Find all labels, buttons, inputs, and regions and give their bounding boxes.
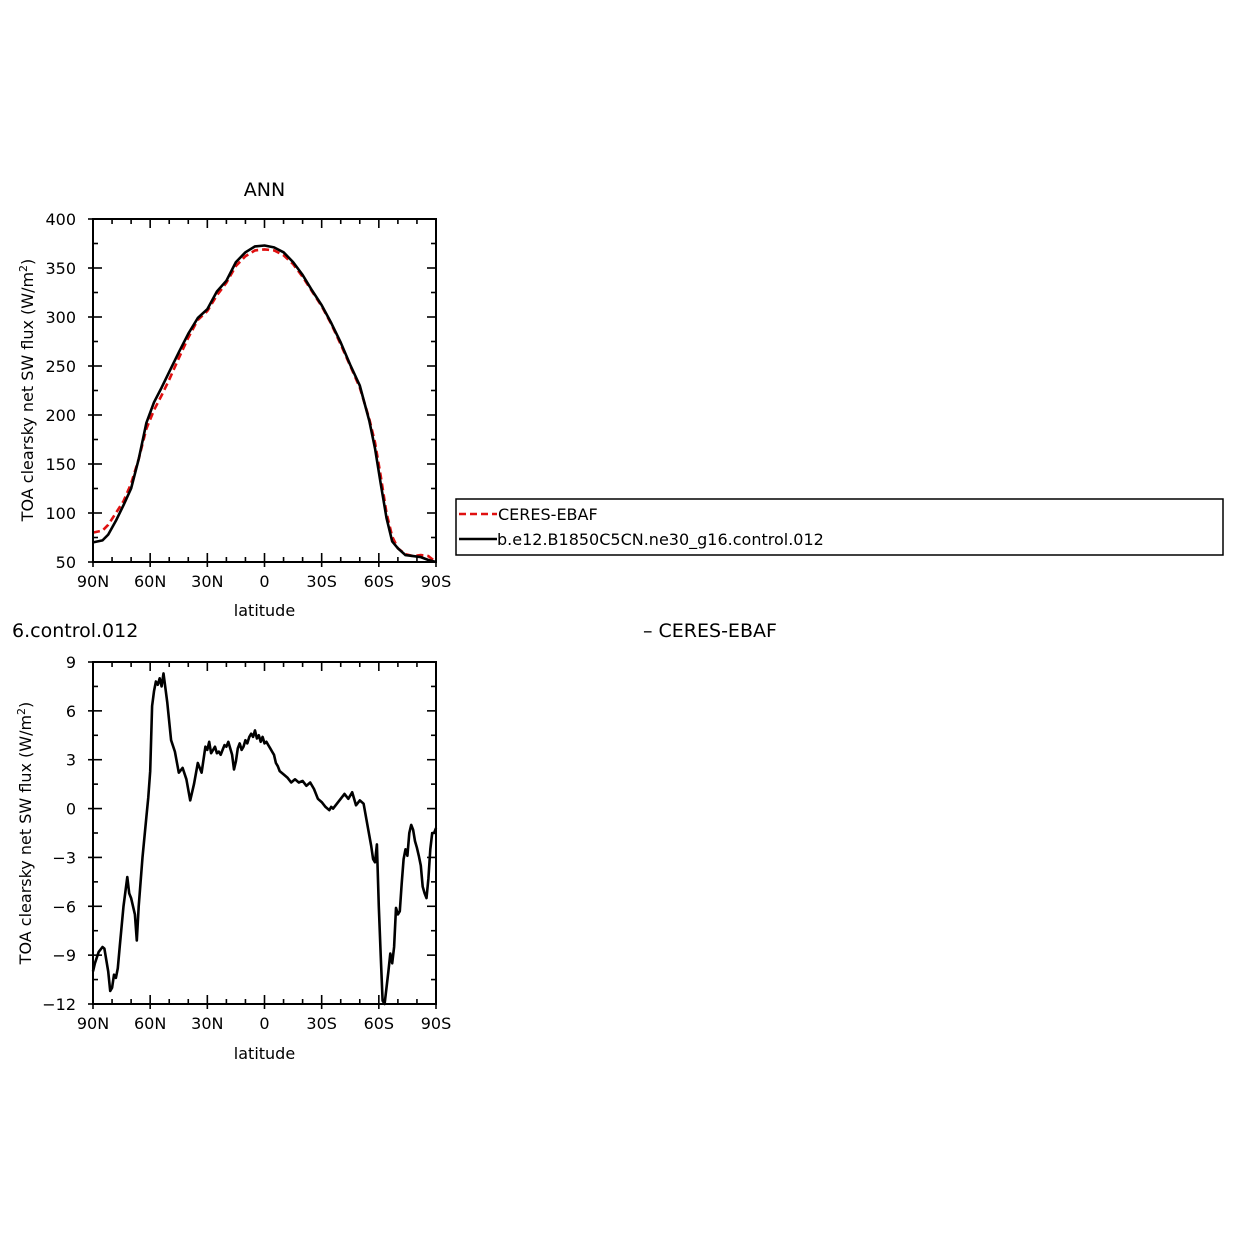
top-panel: ANN 90N 60N 30N 0 30S 60S 90S 50 100 150 200 250 30…	[17, 179, 451, 620]
y-tick-label: 250	[45, 357, 76, 376]
x-tick-label: 90N	[77, 572, 109, 591]
model-series-line	[92, 244, 437, 564]
x-tick-label: 0	[259, 1014, 269, 1033]
x-tick-label: 90S	[421, 572, 452, 591]
top-series	[92, 244, 437, 564]
x-tick-label: 60S	[364, 1014, 395, 1033]
y-tick-label: −6	[52, 897, 76, 916]
title-fragment-right: – CERES-EBAF	[643, 620, 777, 642]
x-tick-label: 30N	[191, 1014, 223, 1033]
y-tick-label: 3	[66, 751, 76, 770]
y-tick-label: 9	[66, 653, 76, 672]
x-tick-label: 60N	[134, 1014, 166, 1033]
top-plot-frame	[92, 218, 437, 563]
legend-obs-label: CERES-EBAF	[498, 505, 598, 524]
y-tick-label: −12	[42, 995, 76, 1014]
y-tick-label: 100	[45, 504, 76, 523]
y-tick-label: −3	[52, 848, 76, 867]
x-tick-label: 30N	[191, 572, 223, 591]
title-fragment-left: 6.control.012	[12, 620, 138, 642]
top-y-axis-label: TOA clearsky net SW flux (W/m2)	[17, 259, 37, 523]
y-tick-label: 350	[45, 259, 76, 278]
y-tick-label: 0	[66, 800, 76, 819]
bottom-plot-frame	[92, 661, 437, 1005]
legend-model-label: b.e12.B1850C5CN.ne30_g16.control.012	[497, 530, 824, 550]
top-ticks	[88, 218, 437, 567]
model-series-line	[91, 672, 438, 1006]
x-tick-label: 30S	[306, 1014, 337, 1033]
top-y-tick-labels: 50 100 150 200 250 300 350 400	[45, 210, 76, 572]
obs-series-line	[92, 248, 437, 564]
x-tick-label: 0	[259, 572, 269, 591]
top-x-tick-labels: 90N 60N 30N 0 30S 60S 90S	[77, 572, 451, 591]
y-tick-label: 6	[66, 702, 76, 721]
y-tick-label: 150	[45, 455, 76, 474]
legend-box	[455, 498, 1224, 556]
y-tick-label: 300	[45, 308, 76, 327]
bottom-panel: 90N 60N 30N 0 30S 60S 90S −12 −9 −6 −3 0 3 6 9 latitu…	[15, 653, 451, 1063]
top-x-axis-label: latitude	[234, 601, 295, 620]
x-tick-label: 30S	[306, 572, 337, 591]
bottom-ticks	[88, 661, 437, 1009]
x-tick-label: 60S	[364, 572, 395, 591]
legend: CERES-EBAF b.e12.B1850C5CN.ne30_g16.cont…	[455, 498, 1224, 556]
bottom-x-tick-labels: 90N 60N 30N 0 30S 60S 90S	[77, 1014, 451, 1033]
x-tick-label: 60N	[134, 572, 166, 591]
y-tick-label: −9	[52, 946, 76, 965]
bottom-x-axis-label: latitude	[234, 1044, 295, 1063]
y-tick-label: 400	[45, 210, 76, 229]
bottom-series	[91, 672, 438, 1006]
x-tick-label: 90S	[421, 1014, 452, 1033]
top-chart-title: ANN	[244, 179, 285, 201]
x-tick-label: 90N	[77, 1014, 109, 1033]
y-tick-label: 50	[56, 553, 76, 572]
bottom-y-tick-labels: −12 −9 −6 −3 0 3 6 9	[42, 653, 76, 1014]
y-tick-label: 200	[45, 406, 76, 425]
bottom-y-axis-label: TOA clearsky net SW flux (W/m2)	[15, 702, 35, 966]
